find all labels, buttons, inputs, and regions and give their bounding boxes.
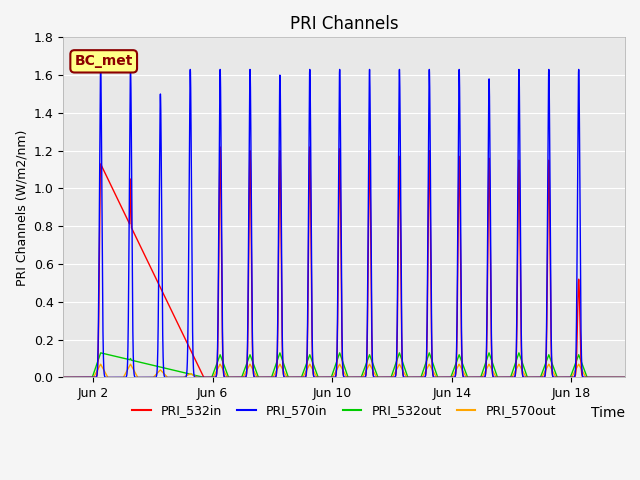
PRI_570out bbox=[60, 374, 67, 380]
PRI_570out bbox=[477, 374, 485, 380]
PRI_532out bbox=[477, 373, 485, 379]
PRI_532in bbox=[337, 222, 344, 228]
Y-axis label: PRI Channels (W/m2/nm): PRI Channels (W/m2/nm) bbox=[15, 129, 28, 286]
PRI_532out bbox=[104, 352, 112, 358]
PRI_532in bbox=[216, 144, 224, 150]
PRI_532out bbox=[60, 374, 67, 380]
Line: PRI_570in: PRI_570in bbox=[63, 70, 631, 377]
PRI_570in bbox=[193, 374, 201, 380]
PRI_532out bbox=[143, 361, 151, 367]
PRI_570out bbox=[97, 361, 104, 367]
PRI_532in bbox=[104, 177, 112, 182]
Legend: PRI_532in, PRI_570in, PRI_532out, PRI_570out: PRI_532in, PRI_570in, PRI_532out, PRI_57… bbox=[127, 399, 561, 422]
Line: PRI_532in: PRI_532in bbox=[63, 147, 631, 377]
PRI_570in bbox=[621, 374, 628, 380]
PRI_532out bbox=[627, 374, 635, 380]
PRI_532out bbox=[97, 350, 104, 356]
PRI_570in bbox=[337, 169, 344, 175]
PRI_532in bbox=[477, 374, 485, 380]
X-axis label: Time: Time bbox=[591, 406, 625, 420]
PRI_570in bbox=[60, 374, 67, 380]
PRI_570out bbox=[627, 374, 635, 380]
PRI_532in bbox=[621, 374, 628, 380]
PRI_570out bbox=[538, 374, 545, 380]
Line: PRI_570out: PRI_570out bbox=[63, 364, 631, 377]
PRI_570in bbox=[538, 374, 545, 380]
PRI_570out bbox=[143, 374, 151, 380]
PRI_570out bbox=[104, 374, 112, 380]
PRI_570in bbox=[97, 67, 104, 72]
PRI_570in bbox=[104, 374, 112, 380]
Text: BC_met: BC_met bbox=[74, 54, 133, 68]
PRI_532in bbox=[627, 374, 635, 380]
Line: PRI_532out: PRI_532out bbox=[63, 353, 631, 377]
PRI_532out bbox=[193, 373, 201, 379]
PRI_570in bbox=[627, 374, 635, 380]
PRI_570in bbox=[477, 374, 485, 380]
PRI_570out bbox=[193, 374, 201, 380]
PRI_532in bbox=[193, 360, 200, 366]
PRI_532in bbox=[143, 257, 151, 263]
Title: PRI Channels: PRI Channels bbox=[290, 15, 399, 33]
PRI_570in bbox=[143, 374, 151, 380]
PRI_532out bbox=[538, 371, 545, 377]
PRI_532in bbox=[60, 374, 67, 380]
PRI_532out bbox=[337, 353, 344, 359]
PRI_532in bbox=[538, 374, 545, 380]
PRI_570out bbox=[337, 363, 344, 369]
